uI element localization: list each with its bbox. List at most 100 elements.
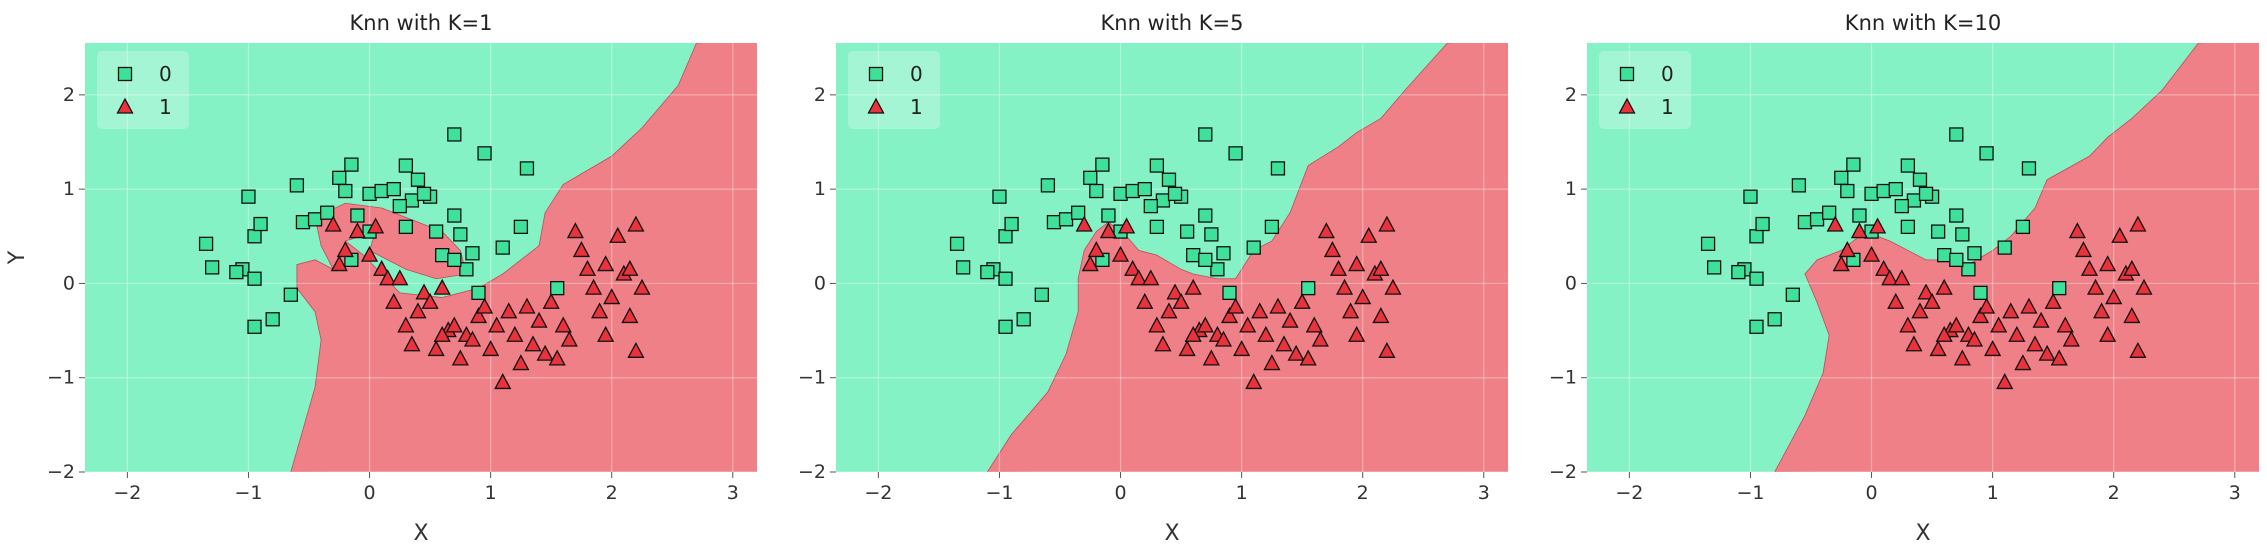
point-class-1 [1905, 335, 1923, 352]
point-class-1 [1118, 217, 1136, 234]
point-class-0 [2052, 280, 2067, 296]
point-class-1 [2044, 292, 2062, 309]
point-class-1 [1354, 288, 1372, 305]
point-class-1 [597, 255, 615, 272]
point-class-1 [2020, 297, 2038, 314]
point-class-0 [1228, 146, 1243, 161]
point-class-0 [1864, 186, 1879, 202]
point-class-1 [512, 354, 530, 371]
legend-label: 1 [1661, 95, 1674, 119]
point-class-1 [1826, 215, 1844, 232]
y-tick-label: 1 [63, 178, 75, 200]
point-class-1 [536, 344, 554, 361]
point-class-1 [530, 311, 548, 328]
point-class-0 [1749, 319, 1764, 334]
point-class-0 [998, 319, 1013, 334]
legend-marker-triangle [116, 97, 134, 114]
point-class-0 [1089, 183, 1104, 199]
x-tick-label: 2 [606, 482, 618, 504]
x-tick-label: 2 [2108, 482, 2120, 504]
point-class-1 [1196, 316, 1214, 333]
point-class-0 [398, 219, 414, 235]
point-class-1 [336, 241, 354, 258]
point-class-0 [362, 186, 377, 202]
point-class-1 [1136, 292, 1154, 309]
point-class-0 [955, 260, 971, 275]
point-class-0 [447, 127, 462, 142]
point-class-0 [204, 260, 220, 275]
point-class-0 [1955, 227, 1970, 242]
point-class-1 [1875, 259, 1893, 276]
x-axis-label: X [413, 521, 428, 546]
point-class-0 [1852, 208, 1867, 223]
point-class-1 [463, 330, 482, 347]
point-class-1 [591, 302, 609, 319]
point-class-0 [332, 170, 347, 185]
point-class-0 [1016, 312, 1031, 327]
point-class-1 [2099, 255, 2117, 272]
legend-box [848, 51, 940, 129]
point-class-1 [1887, 292, 1905, 309]
point-class-1 [1996, 373, 2014, 390]
point-class-1 [2062, 330, 2080, 347]
point-class-0 [513, 219, 529, 235]
point-class-0 [1743, 189, 1758, 204]
panel-title: Knn with K=10 [1845, 11, 2001, 35]
y-tick-label: 2 [814, 84, 826, 106]
point-class-0 [1700, 236, 1716, 251]
y-axis-label: Y [5, 250, 30, 265]
region-class-1 [986, 43, 1508, 472]
point-class-1 [1130, 269, 1148, 286]
point-class-0 [1949, 252, 1964, 268]
point-class-1 [1378, 215, 1396, 232]
point-class-1 [609, 226, 627, 243]
point-class-0 [1749, 229, 1764, 244]
point-class-1 [578, 259, 597, 276]
point-class-1 [433, 325, 451, 342]
point-class-0 [307, 212, 323, 227]
point-class-1 [1124, 259, 1142, 276]
point-class-1 [621, 259, 639, 276]
point-class-0 [1004, 216, 1019, 232]
point-class-1 [415, 283, 433, 300]
point-class-0 [1918, 186, 1934, 202]
point-class-0 [1264, 219, 1280, 235]
panel-title: Knn with K=1 [349, 11, 492, 35]
point-class-0 [1301, 280, 1316, 296]
point-class-1 [2068, 222, 2086, 239]
y-tick-label: 2 [1565, 84, 1577, 106]
point-class-0 [1204, 227, 1219, 242]
point-class-1 [403, 335, 421, 352]
point-class-0 [416, 186, 432, 202]
legend: 01 [848, 51, 940, 129]
point-class-0 [1949, 127, 1964, 142]
point-class-0 [495, 240, 510, 255]
point-class-0 [1210, 262, 1225, 277]
y-tick-label: 2 [63, 84, 75, 106]
x-tick-label: −1 [234, 482, 262, 504]
point-class-1 [1372, 307, 1390, 324]
x-tick-label: 1 [485, 482, 497, 504]
point-class-1 [1360, 226, 1378, 243]
point-class-1 [482, 340, 500, 357]
point-class-1 [421, 292, 439, 309]
point-class-1 [560, 330, 578, 347]
point-class-1 [1342, 302, 1360, 319]
point-class-1 [2056, 316, 2074, 333]
point-class-0 [410, 172, 426, 187]
point-class-1 [1862, 245, 1881, 262]
point-class-1 [1348, 325, 1366, 342]
point-class-1 [1293, 292, 1311, 309]
point-class-0 [1161, 172, 1177, 187]
point-class-0 [1101, 208, 1116, 223]
x-axis-label: X [1915, 521, 1930, 546]
point-class-1 [2080, 259, 2099, 276]
y-tick-label: −2 [47, 461, 75, 483]
x-tick-label: 1 [1987, 482, 1999, 504]
legend-label: 1 [910, 95, 923, 119]
legend-label: 0 [159, 62, 172, 86]
point-class-0 [1186, 247, 1201, 263]
